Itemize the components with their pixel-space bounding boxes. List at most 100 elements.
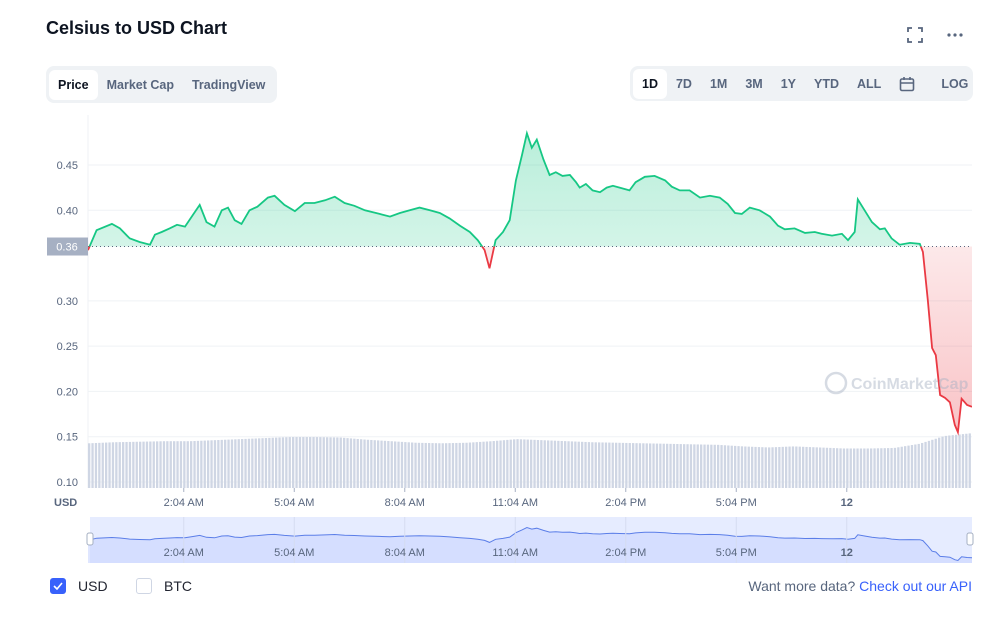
volume-bar — [332, 437, 336, 488]
tab-tradingview[interactable]: TradingView — [191, 77, 266, 92]
volume-bar — [526, 439, 529, 488]
volume-bar — [475, 442, 478, 488]
volume-bar — [723, 445, 727, 488]
volume-bar — [696, 444, 699, 488]
volume-bar — [587, 442, 591, 488]
volume-bar — [414, 442, 417, 488]
calendar-icon[interactable] — [890, 69, 924, 99]
volume-bar — [455, 442, 458, 488]
range-7d[interactable]: 7D — [675, 76, 692, 91]
volume-bar — [941, 436, 944, 488]
volume-bar — [394, 441, 397, 488]
volume-bar — [880, 448, 883, 488]
volume-bar — [883, 448, 886, 488]
price-line-up — [88, 129, 922, 247]
volume-bar — [591, 442, 594, 488]
volume-bar — [448, 443, 451, 488]
navigator-tick-label: 8:04 AM — [385, 547, 425, 559]
x-tick-label: 8:04 AM — [385, 497, 425, 509]
volume-bar — [601, 442, 604, 488]
volume-bar — [581, 441, 584, 488]
volume-bar — [288, 437, 291, 488]
volume-bar — [543, 440, 546, 488]
y-tick-label: 0.45 — [57, 160, 78, 172]
volume-bar — [441, 443, 444, 488]
volume-bar — [618, 442, 621, 488]
volume-bar — [465, 442, 468, 488]
tab-market-cap[interactable]: Market Cap — [106, 77, 174, 92]
volume-bar — [387, 441, 390, 488]
volume-bar — [788, 446, 791, 488]
volume-bar — [645, 443, 648, 488]
volume-bar — [227, 439, 230, 488]
volume-bar — [145, 441, 149, 488]
volume-bar — [927, 440, 931, 488]
volume-bar — [200, 440, 203, 488]
volume-bar — [842, 448, 846, 488]
volume-bar — [217, 440, 220, 488]
volume-bar — [108, 442, 111, 488]
volume-bar — [196, 440, 200, 488]
navigator-tick-label: 5:04 AM — [274, 547, 314, 559]
volume-bar — [88, 443, 91, 488]
open-price-label: 0.36 — [56, 242, 77, 254]
volume-bar — [863, 448, 866, 488]
volume-bar — [404, 442, 407, 488]
volume-bar — [621, 442, 625, 488]
volume-bar — [271, 437, 274, 488]
volume-bar — [254, 438, 257, 488]
volume-bar — [764, 447, 767, 488]
volume-bar — [730, 445, 733, 488]
volume-bar — [795, 446, 798, 488]
volume-bar — [907, 445, 910, 488]
range-1d[interactable]: 1D — [633, 68, 667, 99]
navigator-handle-right[interactable] — [966, 532, 974, 546]
btc-checkbox[interactable] — [136, 578, 152, 594]
volume-bar — [686, 444, 689, 488]
volume-bar — [938, 437, 941, 488]
range-1y[interactable]: 1Y — [780, 76, 797, 91]
volume-bar — [343, 437, 346, 488]
volume-bar — [162, 441, 166, 488]
btc-checkbox-row[interactable]: BTC — [136, 578, 192, 594]
volume-bar — [700, 444, 703, 488]
volume-bar — [890, 448, 893, 488]
volume-bar — [965, 433, 968, 488]
navigator-tick-label: 2:04 PM — [605, 547, 646, 559]
volume-bar — [285, 437, 288, 488]
price-line-down — [88, 246, 972, 436]
x-tick-label: 5:04 AM — [274, 497, 314, 509]
volume-bar — [547, 440, 550, 488]
usd-checkbox[interactable] — [50, 578, 66, 594]
volume-bar — [132, 441, 135, 488]
more-horizontal-icon[interactable] — [944, 24, 966, 46]
volume-bar — [373, 440, 376, 488]
volume-bar — [169, 441, 172, 488]
volume-bar — [210, 440, 213, 488]
tab-price[interactable]: Price — [49, 69, 98, 100]
volume-bar — [397, 441, 400, 488]
volume-bar — [856, 448, 859, 488]
range-ytd[interactable]: YTD — [814, 76, 840, 91]
usd-checkbox-row[interactable]: USD — [50, 578, 108, 594]
volume-bar — [839, 448, 842, 488]
coinmarketcap-icon — [824, 371, 848, 395]
volume-bar — [849, 448, 852, 488]
navigator-handle-left[interactable] — [86, 532, 94, 546]
chart-title: Celsius to USD Chart — [46, 18, 228, 38]
volume-bar — [173, 441, 176, 488]
volume-bar — [550, 440, 553, 488]
api-link[interactable]: Check out our API — [859, 578, 972, 594]
range-all[interactable]: ALL — [857, 76, 882, 91]
range-3m[interactable]: 3M — [745, 76, 763, 91]
volume-bar — [536, 439, 540, 488]
y-tick-label: 0.10 — [57, 477, 78, 489]
volume-bar — [451, 443, 455, 488]
fullscreen-icon[interactable] — [904, 24, 926, 46]
log-toggle[interactable]: LOG — [941, 76, 969, 91]
volume-bar — [390, 441, 393, 488]
volume-bar — [363, 439, 366, 488]
volume-bar — [679, 444, 682, 488]
range-1m[interactable]: 1M — [709, 76, 728, 91]
volume-bar — [598, 442, 601, 488]
